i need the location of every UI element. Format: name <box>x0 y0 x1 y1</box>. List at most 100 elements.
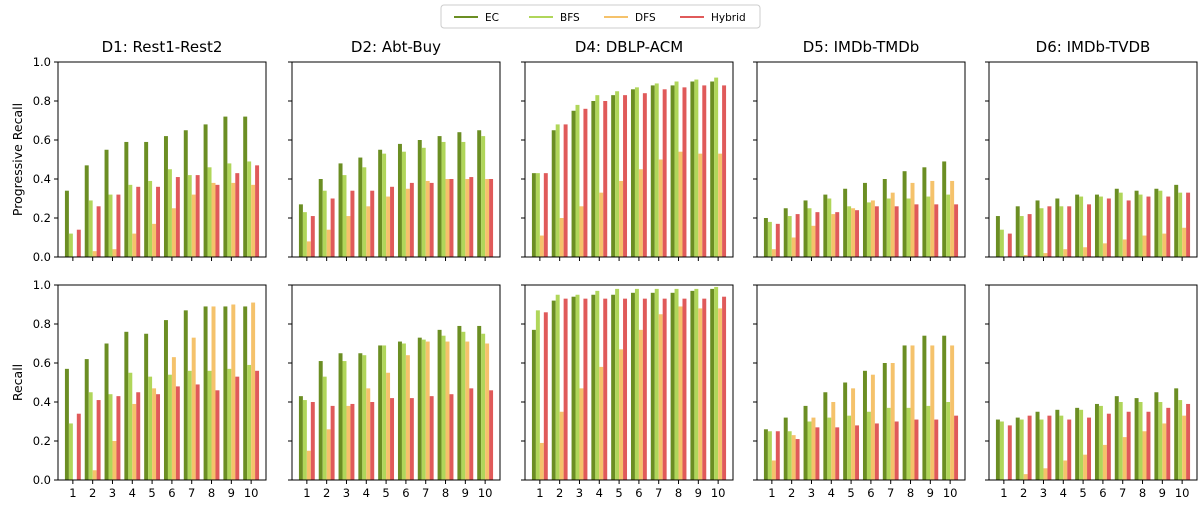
x-tick-label: 5 <box>1079 486 1086 500</box>
bar-ec-1 <box>763 218 768 257</box>
bar-hybrid-3 <box>1047 415 1052 480</box>
bar-bfs-9 <box>694 288 699 480</box>
bar-bfs-6 <box>167 374 172 480</box>
bar-hybrid-2 <box>795 439 800 480</box>
bar-bfs-5 <box>615 288 620 480</box>
bar-dfs-8 <box>211 306 216 480</box>
bar-dfs-9 <box>930 345 935 480</box>
bar-hybrid-8 <box>914 419 919 480</box>
bar-hybrid-10 <box>1186 403 1191 480</box>
bar-hybrid-6 <box>409 182 414 257</box>
bar-hybrid-5 <box>623 298 628 480</box>
bar-bfs-5 <box>615 91 620 257</box>
bar-hybrid-1 <box>310 402 315 480</box>
bar-bfs-4 <box>362 355 367 480</box>
bar-dfs-6 <box>1102 243 1107 257</box>
bar-dfs-2 <box>1023 255 1028 257</box>
bar-ec-7 <box>650 292 655 480</box>
bar-ec-10 <box>243 306 248 480</box>
bar-bfs-3 <box>342 361 347 480</box>
bar-dfs-5 <box>152 223 157 257</box>
bar-hybrid-2 <box>563 124 568 258</box>
bar-ec-10 <box>710 81 715 257</box>
y-tick-label: 0.6 <box>33 133 51 147</box>
bar-dfs-8 <box>910 345 915 480</box>
bar-dfs-8 <box>910 182 915 257</box>
bar-bfs-3 <box>807 421 812 480</box>
bar-bfs-10 <box>1178 192 1183 257</box>
bar-ec-5 <box>378 345 383 480</box>
bar-hybrid-1 <box>543 173 548 257</box>
bar-dfs-9 <box>698 308 703 480</box>
bar-bfs-6 <box>634 87 639 257</box>
bar-ec-9 <box>457 325 462 480</box>
bar-dfs-6 <box>638 329 643 480</box>
x-tick-label: 10 <box>1175 486 1190 500</box>
bar-bfs-10 <box>946 402 951 480</box>
bar-dfs-2 <box>92 251 97 257</box>
bar-ec-8 <box>1134 398 1139 480</box>
panel-frame <box>524 284 734 481</box>
bar-bfs-9 <box>1158 190 1163 257</box>
bar-bfs-2 <box>787 216 792 257</box>
bar-hybrid-3 <box>583 108 588 257</box>
bar-dfs-7 <box>1122 239 1127 257</box>
bar-bfs-3 <box>575 294 580 480</box>
bar-hybrid-9 <box>469 388 474 480</box>
bar-ec-6 <box>1094 403 1099 480</box>
bar-dfs-7 <box>425 341 430 480</box>
x-tick-label: 2 <box>323 486 330 500</box>
bar-bfs-10 <box>481 333 486 480</box>
bar-hybrid-6 <box>874 423 879 480</box>
bar-ec-3 <box>104 149 109 257</box>
bar-bfs-3 <box>1039 419 1044 480</box>
bar-hybrid-9 <box>702 85 707 258</box>
x-tick-label: 5 <box>615 486 622 500</box>
bar-ec-8 <box>902 345 907 480</box>
bar-bfs-6 <box>401 151 406 257</box>
x-tick-label: 6 <box>168 486 175 500</box>
bar-ec-4 <box>358 157 363 257</box>
y-tick-label: 0.6 <box>33 356 51 370</box>
bar-ec-9 <box>690 290 695 480</box>
bar-bfs-4 <box>1059 415 1064 480</box>
bar-bfs-8 <box>906 198 911 257</box>
bar-dfs-9 <box>231 304 236 480</box>
legend-label-hybrid: Hybrid <box>711 12 746 24</box>
bar-bfs-10 <box>714 77 719 257</box>
x-tick-label: 1 <box>1000 486 1007 500</box>
bar-hybrid-8 <box>215 184 220 257</box>
bar-dfs-5 <box>619 180 624 257</box>
bar-dfs-9 <box>1162 233 1167 257</box>
bar-bfs-9 <box>227 368 232 480</box>
bar-bfs-7 <box>421 147 426 257</box>
bar-dfs-2 <box>1023 474 1028 480</box>
bar-ec-1 <box>64 368 69 480</box>
bar-ec-7 <box>417 337 422 480</box>
bar-hybrid-8 <box>1146 196 1151 257</box>
bar-hybrid-6 <box>175 386 180 480</box>
bar-ec-3 <box>803 405 808 480</box>
bar-bfs-9 <box>461 141 466 257</box>
bar-hybrid-8 <box>682 87 687 257</box>
bar-hybrid-6 <box>1106 413 1111 480</box>
bar-dfs-6 <box>870 374 875 480</box>
y-tick-label: 0.0 <box>33 473 51 487</box>
bar-hybrid-2 <box>330 198 335 257</box>
bar-dfs-8 <box>678 151 683 257</box>
bar-dfs-7 <box>658 159 663 257</box>
bar-ec-10 <box>243 116 248 257</box>
bar-hybrid-8 <box>449 179 454 257</box>
bar-hybrid-7 <box>894 206 899 257</box>
bar-bfs-3 <box>108 394 113 480</box>
bar-bfs-5 <box>1079 196 1084 257</box>
bar-hybrid-4 <box>603 101 608 257</box>
bar-ec-1 <box>298 204 303 257</box>
bar-hybrid-8 <box>215 390 220 480</box>
x-tick-label: 9 <box>927 486 934 500</box>
bar-ec-2 <box>551 130 556 257</box>
bar-hybrid-7 <box>195 175 200 257</box>
bar-bfs-2 <box>322 190 327 257</box>
bar-dfs-7 <box>890 192 895 257</box>
bar-hybrid-8 <box>682 298 687 480</box>
